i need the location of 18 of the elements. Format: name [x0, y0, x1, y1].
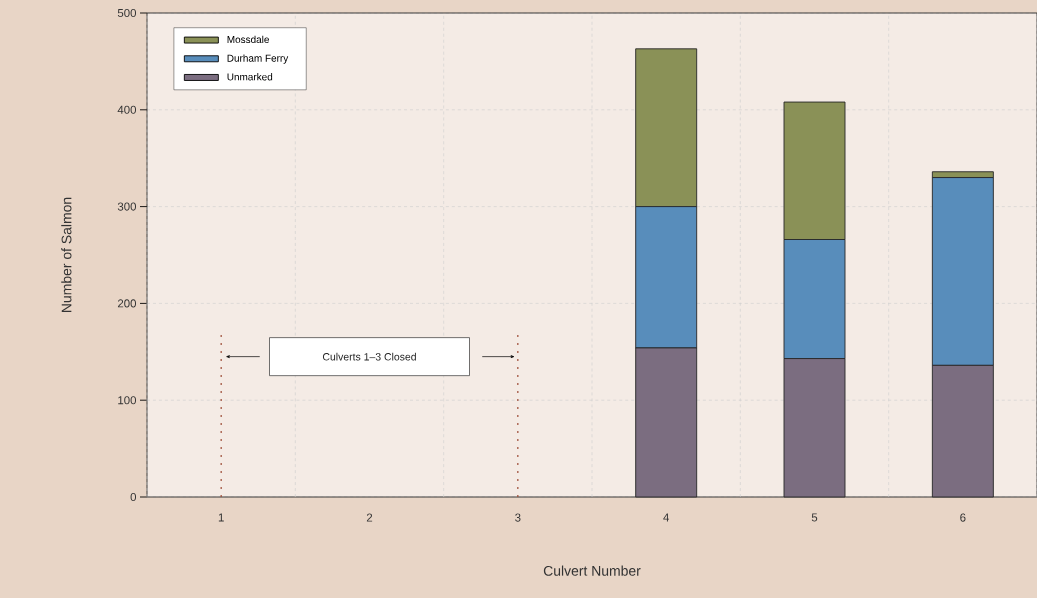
legend-label: Unmarked [227, 73, 273, 81]
x-axis-title: Culvert Number [543, 565, 641, 576]
y-tick-label: 100 [118, 396, 137, 405]
x-tick-label: 4 [663, 513, 670, 522]
y-tick-label: 400 [117, 105, 137, 114]
x-tick-label: 1 [218, 513, 224, 522]
x-tick-label: 6 [960, 513, 966, 522]
y-tick-label: 500 [117, 8, 137, 18]
annotation: Culverts 1–3 Closed [322, 352, 416, 361]
y-tick-label: 200 [117, 299, 137, 308]
y-axis-title: Number of Salmon [61, 197, 72, 312]
legend-label: Mossdale [227, 35, 269, 44]
legend-label: Durham Ferry [227, 54, 289, 64]
y-tick-label: 0 [130, 492, 137, 502]
y-tick-label: 300 [117, 202, 137, 211]
x-tick-label: 3 [515, 513, 521, 522]
x-tick-label: 5 [811, 513, 818, 522]
x-tick-label: 2 [366, 513, 373, 522]
